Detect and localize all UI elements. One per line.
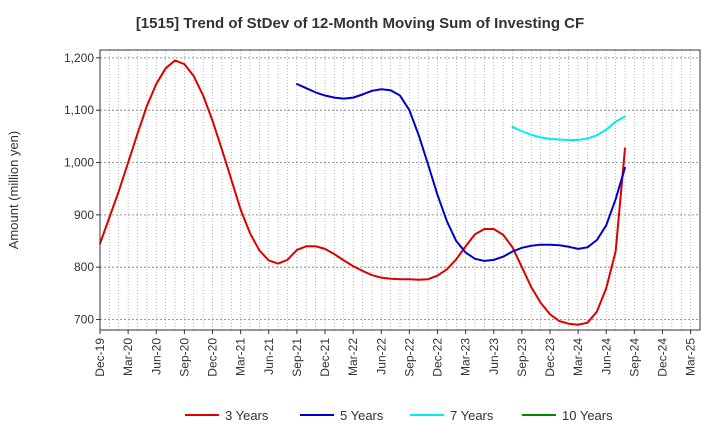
legend-label: 10 Years (562, 408, 613, 423)
y-axis-label: Amount (million yen) (6, 131, 21, 250)
x-tick-label: Jun-24 (599, 338, 613, 375)
grid (100, 50, 700, 330)
x-tick-label: Mar-25 (684, 338, 698, 376)
x-tick-label: Mar-23 (459, 338, 473, 376)
legend-label: 3 Years (225, 408, 269, 423)
x-tick-label: Dec-21 (318, 338, 332, 377)
x-tick-label: Dec-20 (206, 338, 220, 377)
x-tick-label: Mar-24 (571, 338, 585, 376)
x-tick-label: Mar-20 (121, 338, 135, 376)
legend-label: 5 Years (340, 408, 384, 423)
x-tick-label: Sep-22 (402, 338, 416, 377)
y-axis-ticks: 700 800 900 1,000 1,100 1,200 (64, 51, 100, 327)
x-tick-label: Dec-22 (431, 338, 445, 377)
x-tick-label: Jun-23 (487, 338, 501, 375)
x-tick-label: Dec-23 (543, 338, 557, 377)
series-line-7-years (511, 115, 626, 142)
x-tick-label: Mar-22 (346, 338, 360, 376)
legend: 3 Years 5 Years 7 Years 10 Years (185, 408, 613, 423)
y-tick-label: 1,100 (64, 103, 94, 117)
x-tick-label: Dec-24 (656, 338, 670, 377)
y-tick-label: 900 (74, 208, 94, 222)
x-tick-label: Dec-19 (93, 338, 107, 377)
y-tick-label: 1,000 (64, 156, 94, 170)
x-tick-label: Sep-20 (177, 338, 191, 377)
y-tick-label: 800 (74, 260, 94, 274)
series-line-5-years (295, 83, 626, 262)
y-tick-label: 1,200 (64, 51, 94, 65)
legend-label: 7 Years (450, 408, 494, 423)
x-tick-label: Sep-21 (290, 338, 304, 377)
x-tick-label: Sep-23 (515, 338, 529, 377)
plot-frame (99, 49, 701, 331)
series-line-3-years (99, 59, 626, 326)
x-axis-ticks: Dec-19 Mar-20 Jun-20 Sep-20 Dec-20 Mar-21 Jun-… (93, 330, 698, 377)
x-tick-label: Jun-21 (262, 338, 276, 375)
series-layer (99, 59, 626, 326)
chart-title: [1515] Trend of StDev of 12-Month Moving… (136, 15, 584, 32)
x-tick-label: Jun-20 (149, 338, 163, 375)
y-tick-label: 700 (74, 313, 94, 327)
x-tick-label: Jun-22 (374, 338, 388, 375)
x-tick-label: Mar-21 (234, 338, 248, 376)
x-tick-label: Sep-24 (627, 338, 641, 377)
